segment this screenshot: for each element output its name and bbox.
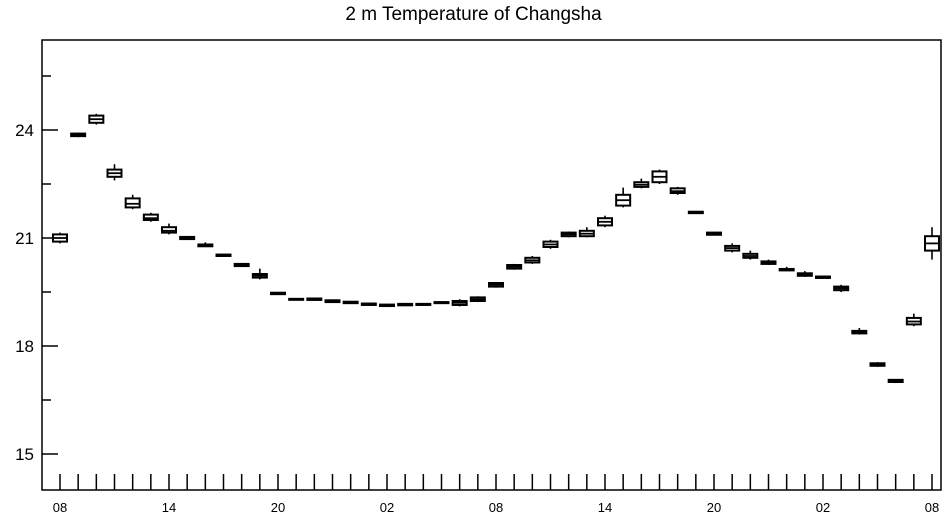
box-item <box>615 187 632 208</box>
box-item <box>88 113 105 125</box>
x-tick-label: 20 <box>707 500 721 515</box>
y-tick-label: 15 <box>15 445 34 464</box>
box-item <box>905 313 922 327</box>
box-item <box>724 243 741 253</box>
box-item <box>524 256 541 264</box>
x-tick-label: 20 <box>271 500 285 515</box>
x-tick-label: 08 <box>53 500 67 515</box>
box-item <box>760 259 777 265</box>
box-item <box>197 242 214 248</box>
box-item <box>270 291 286 296</box>
chart-title: 2 m Temperature of Changsha <box>345 4 602 25</box>
box-item <box>778 266 795 272</box>
box-item <box>161 223 177 235</box>
x-tick-label: 08 <box>925 500 939 515</box>
box-item <box>887 378 904 384</box>
y-tick-label: 21 <box>15 229 34 248</box>
box-item <box>124 194 141 210</box>
box-item <box>288 297 305 301</box>
box-item <box>578 227 595 238</box>
box-item <box>70 132 87 138</box>
box-item <box>306 297 323 301</box>
y-tick-label: 18 <box>15 337 34 356</box>
box-item <box>560 231 577 238</box>
box-item <box>324 299 341 304</box>
box-item <box>415 302 432 306</box>
box-item <box>397 302 414 307</box>
box-item <box>251 268 268 280</box>
box-item <box>433 301 450 305</box>
box-item <box>451 299 468 307</box>
box-item <box>106 164 123 181</box>
box-item <box>633 178 650 189</box>
box-item <box>796 271 813 277</box>
box-item <box>815 275 831 279</box>
box-item <box>706 231 722 236</box>
box-item <box>179 235 196 241</box>
box-item <box>597 215 613 228</box>
box-item <box>233 262 250 268</box>
box-item <box>687 210 704 215</box>
plot-frame <box>41 39 942 491</box>
x-tick-label: 02 <box>816 500 830 515</box>
box-item <box>342 300 359 305</box>
box-series <box>52 113 940 384</box>
box-item <box>651 169 668 184</box>
box-item <box>360 302 377 306</box>
x-tick-label: 14 <box>162 500 176 515</box>
box-item <box>542 239 559 249</box>
box-item <box>742 250 759 260</box>
box-item <box>669 186 686 195</box>
box-item <box>215 253 232 257</box>
y-tick-label: 24 <box>15 121 34 140</box>
x-axis: 08 14 20 02 08 14 20 02 08 <box>53 474 939 515</box>
box-body <box>124 197 141 209</box>
box-body <box>161 226 177 234</box>
x-tick-label: 02 <box>380 500 394 515</box>
box-item <box>469 296 486 303</box>
box-item <box>506 263 523 270</box>
box-item <box>488 281 504 288</box>
box-item <box>833 284 850 292</box>
box-item <box>869 362 886 367</box>
x-tick-label: 14 <box>598 500 612 515</box>
box-item <box>379 303 395 308</box>
box-item <box>52 232 68 244</box>
box-item <box>142 212 159 222</box>
box-item <box>924 227 940 260</box>
x-tick-label: 08 <box>489 500 503 515</box>
box-item <box>851 328 868 335</box>
y-axis: 15 18 21 24 <box>15 75 58 464</box>
